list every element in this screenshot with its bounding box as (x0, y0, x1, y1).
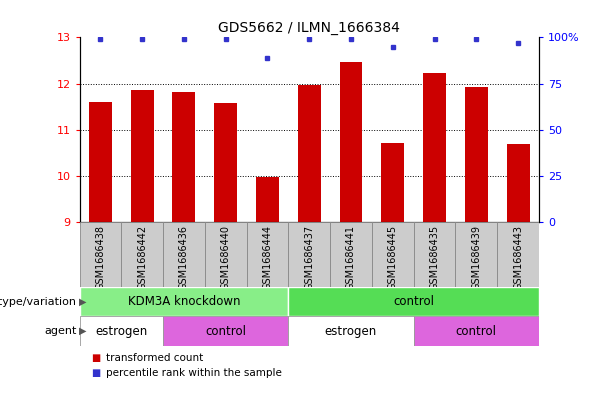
Bar (298, 85, 320, 222)
Text: control: control (456, 325, 497, 338)
Text: GSM1686445: GSM1686445 (388, 225, 398, 290)
Text: agent: agent (44, 326, 77, 336)
Text: GSM1686442: GSM1686442 (137, 225, 147, 290)
Text: GSM1686439: GSM1686439 (471, 225, 481, 290)
Bar (89, 102, 112, 222)
Text: percentile rank within the sample: percentile rank within the sample (106, 368, 282, 378)
Bar (121, 222, 163, 287)
Bar (173, 92, 196, 222)
Bar (413, 222, 455, 287)
Text: estrogen: estrogen (325, 325, 377, 338)
Title: GDS5662 / ILMN_1666384: GDS5662 / ILMN_1666384 (219, 21, 400, 35)
Text: KDM3A knockdown: KDM3A knockdown (128, 295, 240, 308)
Text: transformed count: transformed count (106, 353, 203, 363)
Text: GSM1686444: GSM1686444 (263, 225, 273, 290)
Text: GSM1686441: GSM1686441 (346, 225, 356, 290)
Bar (289, 222, 330, 287)
Text: GSM1686435: GSM1686435 (429, 225, 439, 290)
Bar (163, 316, 289, 346)
Bar (80, 316, 163, 346)
Text: estrogen: estrogen (95, 325, 147, 338)
Text: genotype/variation: genotype/variation (0, 297, 77, 307)
Bar (330, 222, 372, 287)
Bar (131, 90, 154, 222)
Bar (455, 222, 497, 287)
Bar (372, 222, 413, 287)
Text: GSM1686436: GSM1686436 (179, 225, 189, 290)
Bar (507, 143, 530, 222)
Bar (465, 87, 488, 222)
Text: GSM1686440: GSM1686440 (221, 225, 231, 290)
Bar (497, 222, 539, 287)
Text: ■: ■ (91, 368, 101, 378)
Bar (381, 143, 404, 222)
Bar (339, 62, 362, 222)
Bar (80, 287, 289, 316)
Bar (423, 73, 446, 222)
Bar (205, 222, 247, 287)
Bar (214, 103, 237, 222)
Text: ■: ■ (91, 353, 101, 363)
Bar (289, 287, 539, 316)
Text: control: control (205, 325, 246, 338)
Text: GSM1686443: GSM1686443 (513, 225, 523, 290)
Text: ▶: ▶ (79, 326, 87, 336)
Bar (247, 222, 289, 287)
Text: GSM1686438: GSM1686438 (95, 225, 105, 290)
Bar (289, 316, 413, 346)
Bar (256, 177, 279, 222)
Text: control: control (393, 295, 434, 308)
Text: GSM1686437: GSM1686437 (305, 225, 314, 290)
Bar (80, 222, 121, 287)
Bar (163, 222, 205, 287)
Text: ▶: ▶ (79, 297, 87, 307)
Bar (413, 316, 539, 346)
